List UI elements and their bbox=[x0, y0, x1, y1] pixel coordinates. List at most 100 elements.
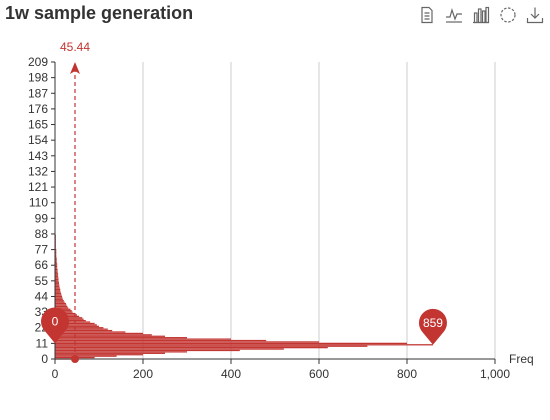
y-tick-label: 154 bbox=[28, 133, 48, 147]
histogram-bar bbox=[55, 319, 86, 322]
histogram-bar bbox=[55, 324, 97, 326]
y-tick-label: 44 bbox=[35, 289, 49, 303]
histogram-bar bbox=[55, 295, 63, 298]
histogram-bar bbox=[55, 292, 62, 295]
x-tick-label: 400 bbox=[221, 367, 241, 381]
x-tick-label: 600 bbox=[309, 367, 329, 381]
line-chart-icon[interactable] bbox=[445, 6, 463, 24]
histogram-bar bbox=[55, 263, 58, 265]
histogram-bar bbox=[55, 260, 57, 262]
histogram-bar bbox=[55, 277, 59, 279]
histogram-bar bbox=[55, 318, 84, 320]
histogram-bar bbox=[55, 304, 67, 306]
y-tick-label: 99 bbox=[35, 211, 49, 225]
histogram-bar bbox=[55, 280, 59, 282]
y-tick-label: 0 bbox=[41, 352, 48, 366]
histogram-bar bbox=[55, 287, 60, 289]
mean-markline-arrow bbox=[69, 62, 80, 74]
histogram-bar bbox=[55, 274, 59, 276]
y-tick-label: 11 bbox=[36, 336, 49, 350]
histogram-bar bbox=[55, 264, 58, 266]
histogram-bar bbox=[55, 321, 91, 323]
y-tick-label: 88 bbox=[35, 227, 49, 241]
histogram-bar bbox=[55, 349, 240, 352]
histogram-bar bbox=[55, 291, 61, 293]
markpoint-label: 859 bbox=[423, 316, 443, 330]
mean-markline-label: 45.44 bbox=[60, 40, 90, 54]
histogram-bar bbox=[55, 285, 60, 288]
histogram-bar bbox=[55, 273, 59, 275]
histogram-bar bbox=[55, 342, 407, 345]
histogram-bar bbox=[55, 334, 152, 336]
histogram-bar bbox=[55, 248, 57, 251]
histogram-bar bbox=[55, 305, 68, 308]
histogram-bar bbox=[55, 300, 64, 302]
histogram-bar bbox=[55, 328, 108, 330]
histogram-bar bbox=[55, 261, 57, 264]
histogram-bar bbox=[55, 267, 58, 269]
data-view-icon[interactable] bbox=[418, 6, 436, 24]
axes: 0 200 400 600 800 1,0000112233445566778899110… bbox=[28, 55, 534, 381]
histogram-bar bbox=[55, 278, 59, 281]
histogram-bar bbox=[55, 284, 60, 286]
y-tick-label: 209 bbox=[28, 55, 48, 69]
histogram-bar bbox=[55, 344, 433, 346]
x-tick-label: 800 bbox=[397, 367, 417, 381]
histogram-bar bbox=[55, 317, 83, 319]
histogram-bar bbox=[55, 265, 58, 268]
y-tick-label: 132 bbox=[28, 164, 48, 178]
histogram-bar bbox=[55, 352, 165, 354]
histogram-bar bbox=[55, 301, 65, 303]
y-tick-label: 77 bbox=[35, 243, 49, 257]
markpoint-pin bbox=[418, 308, 447, 345]
histogram-bar bbox=[55, 325, 99, 327]
histogram-bar bbox=[55, 254, 57, 256]
grid-lines bbox=[142, 62, 496, 359]
histogram-bar bbox=[55, 346, 328, 349]
annotations: 45.44 859 0 bbox=[41, 40, 447, 363]
histogram-bar bbox=[55, 338, 231, 340]
save-image-icon[interactable] bbox=[526, 6, 544, 24]
histogram-bar bbox=[55, 337, 187, 339]
histogram-bar bbox=[55, 345, 368, 347]
histogram-bar bbox=[55, 339, 267, 342]
restore-icon[interactable] bbox=[499, 6, 517, 24]
y-tick-label: 165 bbox=[28, 118, 48, 132]
markpoint-pin bbox=[41, 307, 69, 344]
x-tick-label: 200 bbox=[133, 367, 153, 381]
histogram-bar bbox=[55, 294, 62, 296]
histogram-bar bbox=[55, 257, 57, 259]
y-tick-label: 110 bbox=[29, 196, 48, 210]
histogram-bar bbox=[55, 331, 126, 333]
histogram-bar bbox=[55, 297, 63, 299]
histogram-bar bbox=[55, 351, 187, 353]
histogram-bar bbox=[55, 275, 59, 278]
mean-markline-start bbox=[70, 355, 79, 363]
y-tick-label: 66 bbox=[35, 258, 49, 272]
histogram-bar bbox=[55, 253, 57, 255]
y-tick-label: 121 bbox=[28, 180, 48, 194]
histogram-bar bbox=[55, 283, 59, 285]
histogram-bar bbox=[55, 354, 143, 356]
bar-chart-icon[interactable] bbox=[472, 6, 490, 24]
histogram-bar bbox=[55, 341, 319, 343]
y-tick-label: 143 bbox=[28, 149, 48, 163]
y-tick-label: 187 bbox=[28, 86, 48, 100]
histogram-bar bbox=[55, 332, 143, 335]
histogram-bar bbox=[55, 308, 71, 310]
bar-series bbox=[55, 216, 433, 360]
histogram-bar bbox=[55, 270, 58, 272]
histogram-bar bbox=[55, 298, 63, 300]
histogram-bar bbox=[55, 290, 61, 292]
histogram-bar bbox=[55, 281, 59, 283]
histogram-bar bbox=[55, 268, 58, 271]
histogram-bar bbox=[55, 348, 284, 350]
histogram-bar bbox=[55, 335, 165, 337]
histogram-bar bbox=[55, 251, 57, 254]
y-tick-label: 198 bbox=[28, 71, 48, 85]
histogram-bar bbox=[55, 327, 104, 329]
histogram-bar bbox=[55, 271, 58, 273]
histogram-bar bbox=[55, 250, 57, 252]
x-tick-label: 0 bbox=[52, 367, 59, 381]
